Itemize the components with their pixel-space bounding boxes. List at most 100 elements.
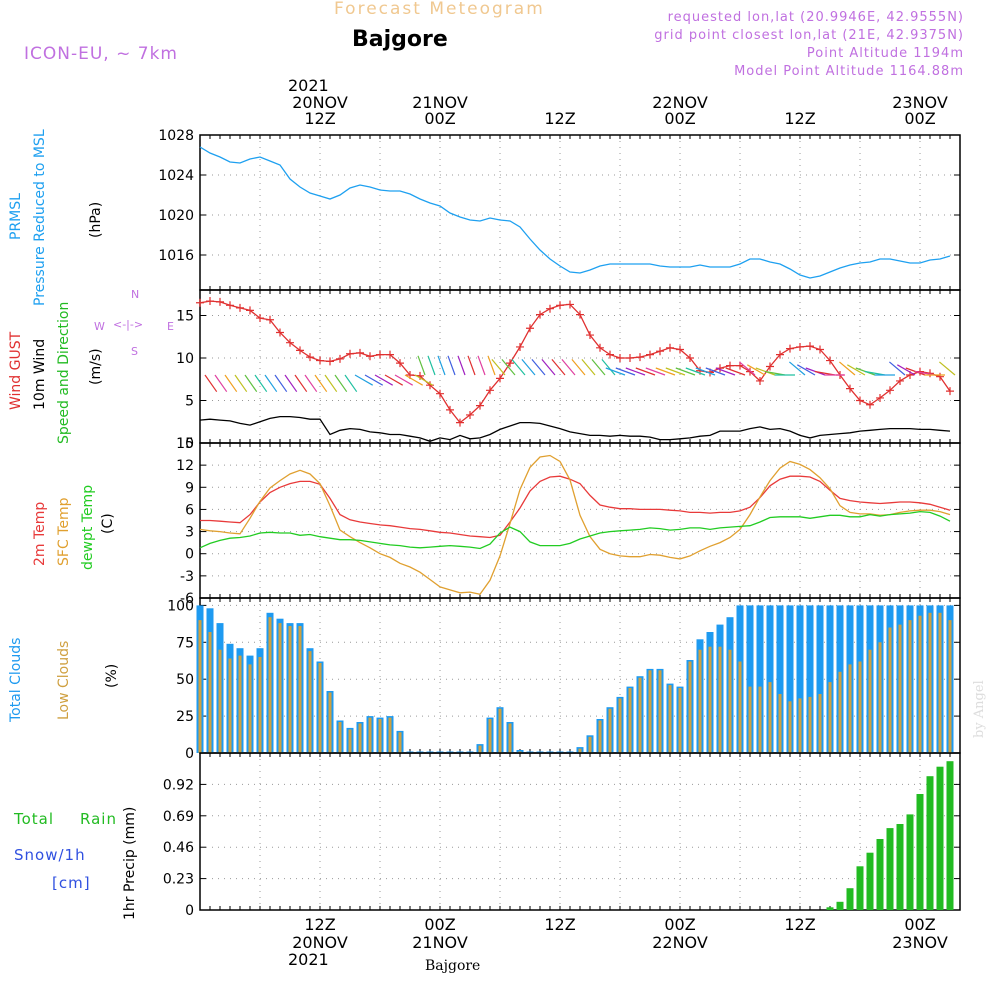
low-cloud-bar bbox=[288, 626, 292, 753]
gust-point bbox=[526, 324, 534, 333]
compass-e: E bbox=[167, 320, 174, 333]
gust-point bbox=[586, 331, 594, 340]
gust-point bbox=[856, 396, 864, 405]
wind-direction-arrow bbox=[414, 374, 433, 386]
low-cloud-bar bbox=[578, 748, 582, 753]
bottom-hour-label: 12Z bbox=[784, 915, 815, 934]
wind-direction-arrow bbox=[695, 367, 716, 376]
point-altitude: Point Altitude 1194m bbox=[806, 46, 964, 61]
low-cloud-bar bbox=[388, 717, 392, 753]
top-hour-label: 00Z bbox=[424, 109, 455, 128]
low-cloud-bar bbox=[798, 698, 802, 753]
wind-direction-arrow bbox=[625, 367, 646, 376]
low-cloud-bar bbox=[888, 627, 892, 753]
low-cloud-bar bbox=[948, 620, 952, 753]
wind-direction-arrow bbox=[897, 364, 916, 376]
low-cloud-bar bbox=[688, 661, 692, 753]
wind-direction-arrow bbox=[531, 359, 546, 376]
gust-point bbox=[516, 342, 524, 351]
bottom-year: 2021 bbox=[288, 950, 329, 969]
series-line-dewpt-temp bbox=[199, 510, 951, 550]
gust-point bbox=[316, 356, 324, 365]
gust-point bbox=[566, 300, 574, 309]
wind-direction-arrow bbox=[501, 359, 516, 376]
gust-point bbox=[876, 393, 884, 402]
total-cloud-bar bbox=[796, 605, 804, 753]
series-line-prmsl bbox=[199, 146, 951, 279]
wind-direction-arrow bbox=[417, 355, 426, 376]
gust-point bbox=[886, 386, 894, 395]
precip-bar bbox=[866, 852, 874, 910]
gust-point bbox=[636, 353, 644, 362]
wind-direction-arrow bbox=[665, 367, 686, 376]
low-cloud-bar bbox=[618, 698, 622, 753]
wind-direction-arrow bbox=[601, 359, 616, 376]
model-altitude: Model Point Altitude 1164.88m bbox=[734, 64, 964, 79]
gust-point bbox=[606, 350, 614, 359]
gust-point bbox=[446, 405, 454, 414]
gust-point bbox=[626, 354, 634, 362]
gust-point bbox=[476, 401, 484, 410]
gust-point bbox=[336, 354, 344, 363]
gust-point bbox=[206, 297, 214, 306]
wind-direction-arrow bbox=[204, 374, 218, 393]
gust-point bbox=[486, 386, 494, 395]
low-cloud-bar bbox=[268, 617, 272, 753]
bottom-date-label: 21NOV bbox=[412, 933, 468, 952]
low-cloud-bar bbox=[598, 720, 602, 753]
gust-point bbox=[656, 347, 664, 356]
wind-direction-arrow bbox=[324, 374, 338, 393]
bottom-hour-label: 12Z bbox=[544, 915, 575, 934]
y-tick-label: 25 bbox=[176, 709, 194, 725]
wind-direction-arrow bbox=[437, 355, 446, 376]
wind-direction-arrow bbox=[334, 374, 348, 393]
wind-direction-arrow bbox=[354, 374, 373, 386]
snow-label: Snow/1h bbox=[14, 846, 86, 864]
series-line-2m-temp bbox=[200, 475, 951, 539]
wind-direction-arrow bbox=[394, 374, 413, 386]
low-cloud-bar bbox=[238, 655, 242, 753]
rain-label-b: Rain bbox=[80, 810, 117, 828]
total-cloud-bar bbox=[806, 605, 814, 753]
low-cloud-bar bbox=[358, 723, 362, 753]
total-cloud-bar bbox=[756, 605, 764, 753]
low-cloud-bar bbox=[298, 626, 302, 753]
wind-direction-arrow bbox=[789, 361, 806, 376]
wind-direction-arrow bbox=[715, 367, 736, 376]
wind-direction-arrow bbox=[244, 374, 258, 393]
low-cloud-bar bbox=[898, 624, 902, 753]
y-tick-label: 1016 bbox=[158, 248, 194, 264]
y-tick-label: 1028 bbox=[158, 128, 194, 144]
top-date-label: 23NOV bbox=[892, 93, 948, 112]
low-cloud-bar bbox=[828, 682, 832, 753]
y-tick-label: 0 bbox=[185, 903, 194, 919]
low-cloud-bar bbox=[918, 615, 922, 753]
y-tick-label: 1024 bbox=[158, 168, 194, 184]
precip-bar bbox=[946, 761, 954, 910]
wind-direction-arrow bbox=[374, 374, 393, 386]
gust-point bbox=[536, 310, 544, 319]
wind-direction-arrow bbox=[294, 374, 308, 393]
y-tick-label: -3 bbox=[180, 569, 194, 585]
total-cloud-bar bbox=[746, 605, 754, 753]
low-cloud-bar bbox=[908, 620, 912, 753]
low-cloud-bar bbox=[748, 686, 752, 753]
top-date-label: 22NOV bbox=[652, 93, 708, 112]
y-tick-label: 9 bbox=[185, 480, 194, 496]
panel-frame bbox=[199, 752, 961, 911]
low-cloud-bar bbox=[818, 694, 822, 753]
y-tick-label: 50 bbox=[176, 672, 194, 688]
gust-point bbox=[756, 376, 764, 385]
gust-point bbox=[286, 338, 294, 347]
low-cloud-bar bbox=[648, 670, 652, 753]
low-cloud-bar bbox=[628, 688, 632, 753]
gust-point bbox=[436, 389, 444, 398]
wind-direction-arrow bbox=[645, 367, 666, 376]
gust-point bbox=[936, 372, 944, 381]
y-tick-label: 100 bbox=[167, 598, 194, 614]
wind-direction-arrow bbox=[284, 374, 298, 393]
wind-direction-arrow bbox=[635, 367, 656, 376]
bottom-hour-label: 00Z bbox=[424, 915, 455, 934]
low-cloud-bar bbox=[778, 694, 782, 753]
